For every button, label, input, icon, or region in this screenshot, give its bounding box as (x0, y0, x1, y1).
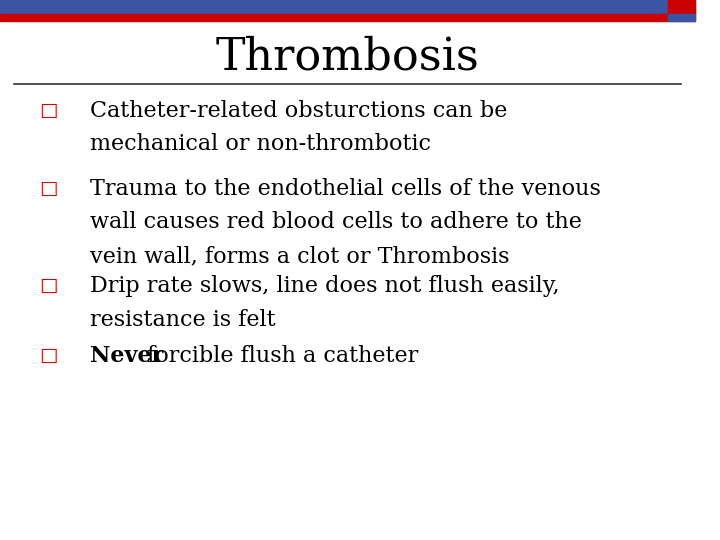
Bar (0, 14, 695, 21)
Text: Thrombosis: Thrombosis (215, 35, 480, 78)
Text: □: □ (40, 180, 58, 198)
Text: □: □ (40, 277, 58, 295)
Text: wall causes red blood cells to adhere to the: wall causes red blood cells to adhere to… (90, 212, 582, 233)
Text: vein wall, forms a clot or Thrombosis: vein wall, forms a clot or Thrombosis (90, 245, 510, 267)
Text: Catheter-related obsturctions can be: Catheter-related obsturctions can be (90, 100, 508, 122)
Text: Never: Never (90, 346, 163, 367)
Text: resistance is felt: resistance is felt (90, 309, 276, 330)
Text: □: □ (40, 347, 58, 366)
Bar (668, 0, 695, 14)
Text: Drip rate slows, line does not flush easily,: Drip rate slows, line does not flush eas… (90, 275, 560, 297)
Text: forcible flush a catheter: forcible flush a catheter (140, 346, 418, 367)
Text: Trauma to the endothelial cells of the venous: Trauma to the endothelial cells of the v… (90, 178, 601, 200)
Text: mechanical or non-thrombotic: mechanical or non-thrombotic (90, 133, 431, 155)
Bar (668, 14, 695, 21)
Bar (0, 0, 695, 14)
Text: □: □ (40, 102, 58, 120)
